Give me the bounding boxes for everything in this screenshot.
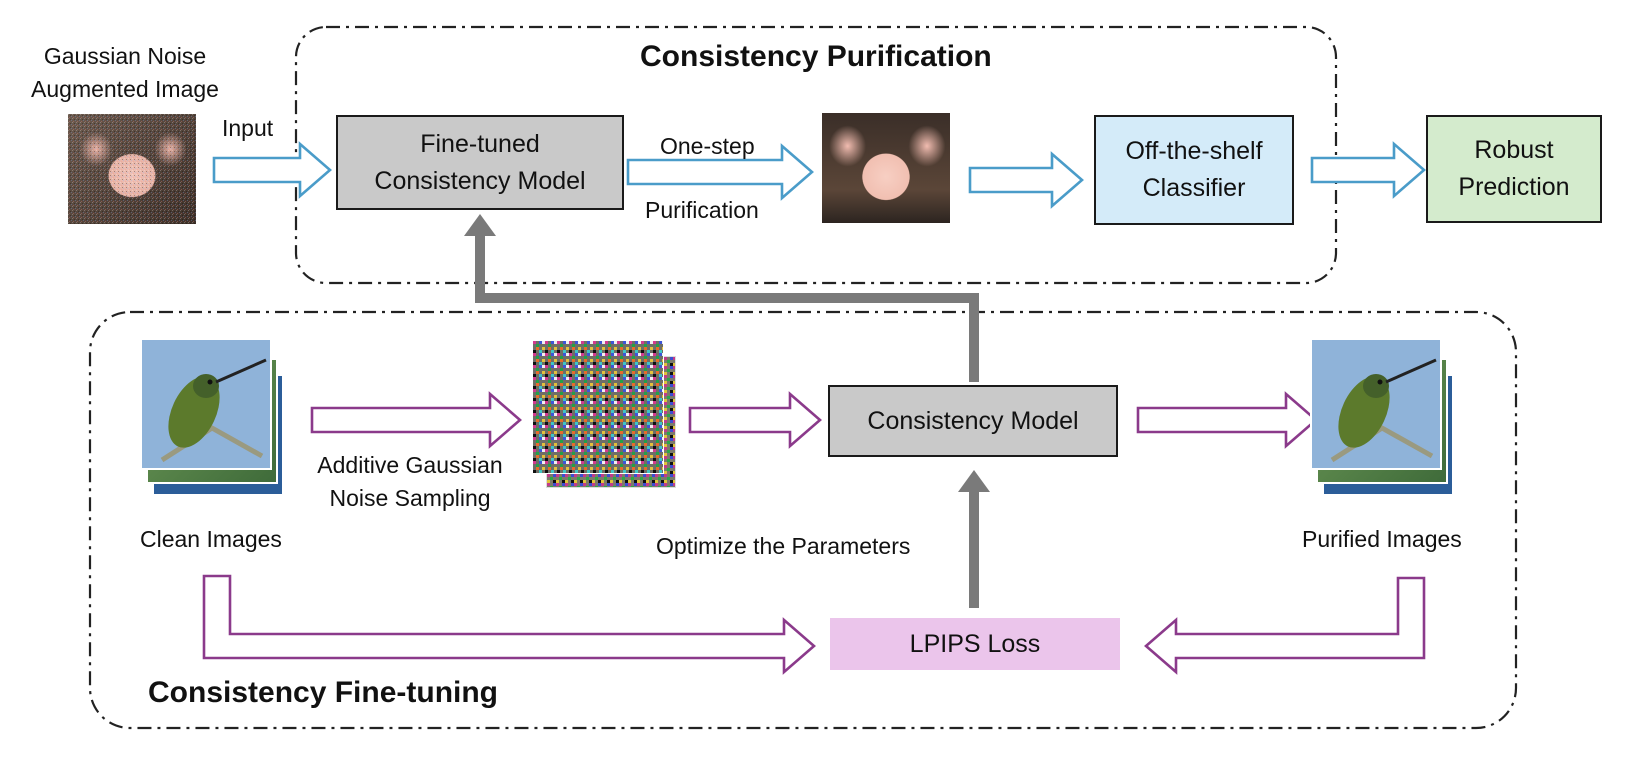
purified-hummingbird-image [1310, 338, 1442, 470]
one-step-label: One-step [660, 133, 755, 159]
noise-sampling-label-line1: Additive Gaussian [317, 452, 503, 478]
noise-sampling-label-line2: Noise Sampling [329, 485, 491, 511]
purification-label: Purification [645, 197, 759, 223]
clean-to-loss-arrow [202, 574, 816, 675]
prediction-line1: Robust [1474, 136, 1554, 164]
finetuned-line1: Fine-tuned [420, 129, 540, 158]
purification-title: Consistency Purification [640, 40, 992, 73]
noise-sampling-arrow [310, 391, 522, 449]
to-purified-arrow [1136, 391, 1318, 449]
input-arrow-label: Input [222, 115, 274, 141]
to-consistency-model-arrow [688, 391, 822, 449]
noisy-pig-image [68, 114, 196, 224]
classifier-line1: Off-the-shelf [1125, 137, 1263, 165]
purified-to-loss-arrow [1144, 576, 1426, 675]
input-arrow [212, 141, 332, 199]
robust-prediction-box: Robust Prediction [1426, 115, 1602, 223]
hummingbird-image [140, 338, 272, 470]
finetuned-consistency-model-box: Fine-tuned Consistency Model [336, 115, 624, 210]
to-classifier-arrow [968, 151, 1084, 209]
finetuning-title: Consistency Fine-tuning [148, 676, 499, 709]
finetuned-line2: Consistency Model [374, 166, 586, 195]
finetuning-frame [88, 310, 1518, 730]
update-parameters-arrow [475, 232, 979, 382]
to-prediction-arrow [1310, 141, 1426, 199]
input-image-caption-line2: Augmented Image [31, 76, 219, 102]
prediction-line2: Prediction [1458, 173, 1570, 201]
clean-pig-image [822, 113, 950, 223]
purification-frame [294, 25, 1338, 285]
lpips-loss-box: LPIPS Loss [830, 618, 1120, 670]
clean-images-caption: Clean Images [140, 526, 282, 552]
optimize-arrowhead [958, 470, 990, 492]
classifier-line2: Classifier [1142, 174, 1246, 202]
off-the-shelf-classifier-box: Off-the-shelf Classifier [1094, 115, 1294, 225]
optimize-parameters-label: Optimize the Parameters [656, 533, 911, 559]
input-image-caption-line1: Gaussian Noise [43, 43, 207, 69]
consistency-model-box: Consistency Model [828, 385, 1118, 457]
purified-images-caption: Purified Images [1302, 526, 1462, 552]
one-step-purification-arrow [626, 143, 814, 201]
noise-image [532, 340, 664, 474]
update-parameters-arrowhead [464, 214, 496, 236]
